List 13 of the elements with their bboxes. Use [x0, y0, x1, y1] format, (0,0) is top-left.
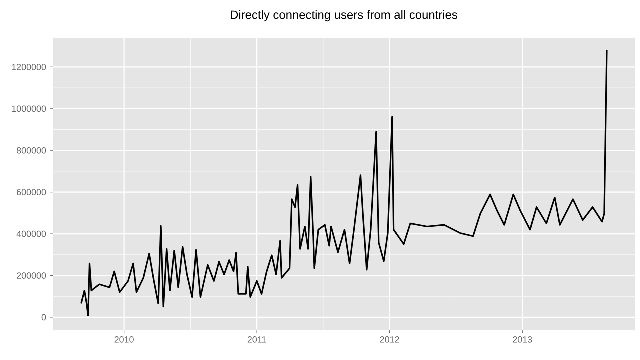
y-tick-label: 400000: [16, 230, 46, 238]
y-tick-label: 200000: [17, 272, 46, 279]
y-tick-label: 600000: [17, 189, 46, 196]
line-series: [80, 50, 608, 317]
y-tick-label: 800000: [16, 147, 46, 154]
x-tick-label: 2010: [114, 336, 134, 343]
x-tick-label: 2012: [380, 336, 400, 343]
chart-title: Directly connecting users from all countries: [231, 10, 458, 22]
y-tick-label: 1000000: [12, 106, 46, 112]
x-tick-label: 2013: [513, 336, 532, 343]
x-tick-label: 2011: [248, 336, 266, 343]
y-tick-label: 0: [42, 314, 46, 321]
y-tick-label: 1200000: [12, 64, 46, 70]
